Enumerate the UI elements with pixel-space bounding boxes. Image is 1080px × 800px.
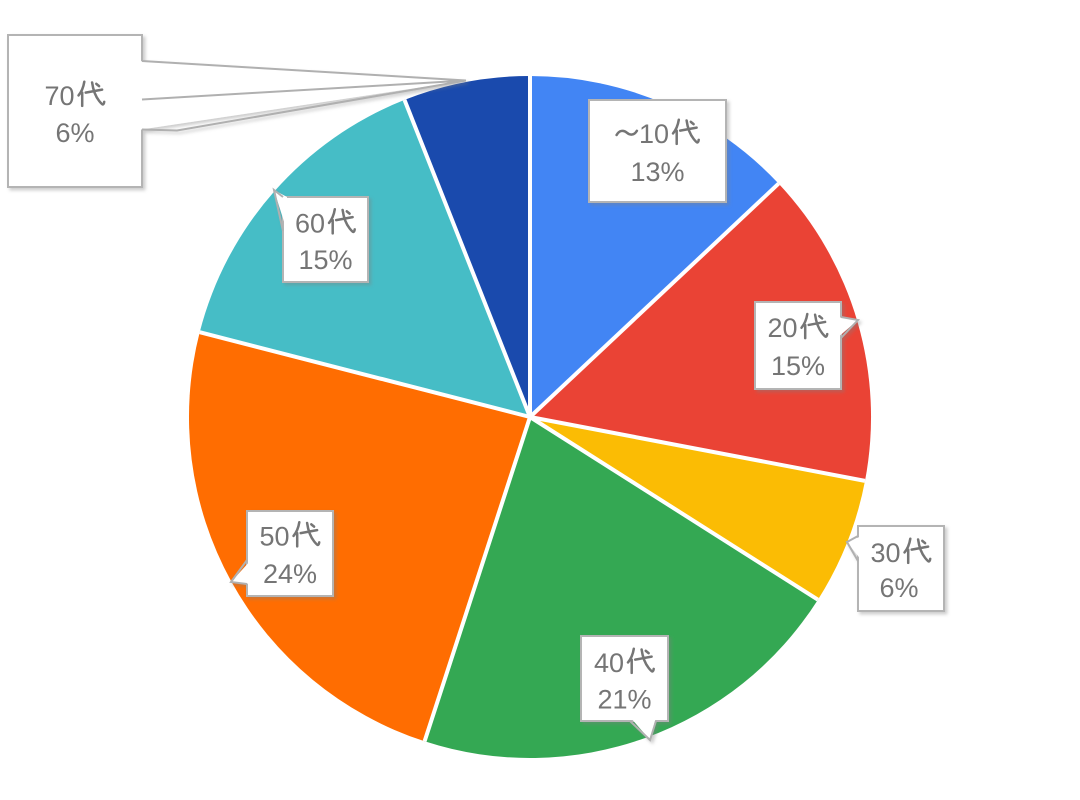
svg-text:21%: 21% [597,684,651,714]
svg-text:6%: 6% [55,118,94,148]
svg-text:13%: 13% [630,157,684,187]
svg-text:30: 30 [871,538,901,568]
svg-text:50: 50 [260,521,290,551]
svg-text:20: 20 [768,313,798,343]
svg-text:60: 60 [295,208,325,238]
svg-text:6%: 6% [879,573,918,603]
svg-text:24%: 24% [263,559,317,589]
svg-text:70: 70 [45,81,75,111]
svg-text:15%: 15% [771,351,825,381]
svg-text:10: 10 [639,119,669,149]
svg-text:40: 40 [594,648,624,678]
svg-text:15%: 15% [298,245,352,275]
